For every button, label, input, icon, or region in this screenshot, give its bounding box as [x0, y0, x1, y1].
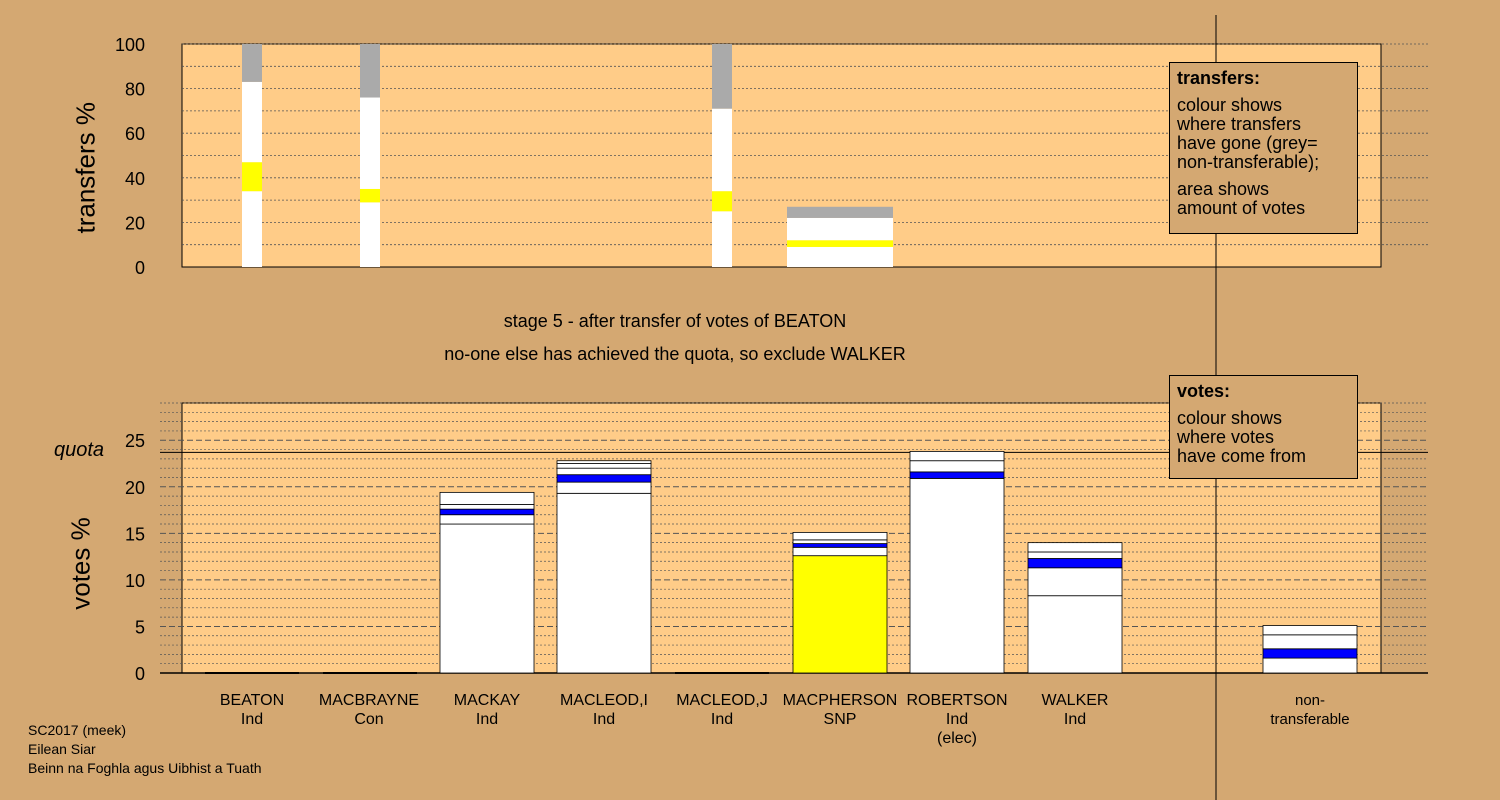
candidate-label-mackay: MACKAY Ind	[453, 692, 521, 728]
votes-tick-label: 20	[125, 478, 145, 498]
candidate-label-macleod-j: MACLEOD,J Ind	[676, 692, 768, 728]
vote-segment-mackay	[439, 491, 535, 505]
vote-segment-macpherson	[792, 539, 888, 544]
vote-segment-mackay	[439, 523, 535, 674]
vote-segment-macpherson	[792, 555, 888, 674]
footer-method: SC2017 (meek)	[28, 722, 127, 738]
votes-axis-label: votes %	[65, 517, 96, 610]
vote-segment-macpherson	[792, 546, 888, 557]
vote-segment-robertson	[909, 478, 1005, 674]
vote-segment-robertson	[909, 471, 1005, 479]
votes-tick-label: 15	[125, 524, 145, 544]
transfers-axis-label: transfers %	[70, 102, 101, 234]
vote-segment-macleod-i	[556, 460, 652, 464]
vote-segment-walker	[1027, 542, 1123, 553]
candidate-label-non-transferable: non-transferable	[1270, 692, 1350, 728]
candidate-label-walker: WALKER Ind	[1041, 692, 1109, 728]
vote-segment-non-transferable	[1262, 657, 1358, 674]
transfer-segment-macbrayne	[360, 97, 380, 189]
transfer-segment-macbrayne	[360, 188, 380, 203]
candidate-label-macpherson: MACPHERSON SNP	[782, 692, 898, 728]
legend-transfers: transfers: colour shows where transfers …	[1169, 62, 1358, 234]
legend-transfers-text2: area shows amount of votes	[1177, 179, 1306, 218]
votes-tick-label: 5	[135, 617, 145, 637]
transfer-segment-macbrayne	[360, 44, 380, 98]
footer-ward: Beinn na Foghla agus Uibhist a Tuath	[28, 760, 262, 776]
vote-segment-walker	[1027, 567, 1123, 597]
transfers-tick-label: 20	[125, 213, 145, 233]
vote-segment-non-transferable	[1262, 625, 1358, 636]
transfer-segment-macleod-j	[712, 44, 732, 109]
transfer-segment-beaton	[242, 81, 262, 163]
vote-segment-macpherson	[792, 543, 888, 548]
legend-votes-text: colour shows where votes have come from	[1177, 408, 1307, 466]
vote-segment-mackay	[439, 504, 535, 510]
vote-segment-macleod-i	[556, 474, 652, 483]
transfer-segment-beaton	[242, 44, 262, 82]
vote-segment-walker	[1027, 595, 1123, 674]
vote-segment-macleod-i	[556, 481, 652, 494]
legend-transfers-title: transfers:	[1177, 68, 1261, 88]
stage-subtitle: no-one else has achieved the quota, so e…	[444, 344, 906, 364]
vote-segment-robertson	[909, 460, 1005, 473]
vote-segment-robertson	[909, 451, 1005, 462]
candidate-label-robertson: ROBERTSON Ind (elec)	[906, 692, 1008, 747]
transfer-segment-macleod-j	[712, 108, 732, 192]
transfers-tick-label: 100	[115, 35, 145, 55]
votes-tick-label: 10	[125, 571, 145, 591]
candidate-label-beaton: BEATON Ind	[219, 692, 285, 728]
transfer-segment-macpherson	[787, 217, 893, 241]
vote-segment-walker	[1027, 551, 1123, 559]
vote-segment-macleod-i	[556, 492, 652, 674]
transfers-tick-label: 0	[135, 258, 145, 278]
transfer-segment-macpherson	[787, 206, 893, 218]
transfers-tick-label: 40	[125, 169, 145, 189]
legend-votes-title: votes:	[1177, 381, 1231, 401]
legend-votes: votes: colour shows where votes have com…	[1169, 375, 1358, 479]
transfer-segment-macpherson	[787, 246, 893, 267]
vote-segment-mackay	[439, 514, 535, 525]
transfer-segment-beaton	[242, 191, 262, 267]
transfers-tick-label: 60	[125, 124, 145, 144]
vote-segment-macleod-i	[556, 467, 652, 476]
votes-tick-label: 25	[125, 431, 145, 451]
vote-segment-mackay	[439, 508, 535, 516]
candidate-label-macbrayne: MACBRAYNE Con	[318, 692, 420, 728]
vote-segment-non-transferable	[1262, 634, 1358, 650]
quota-label: quota	[54, 439, 105, 461]
transfer-segment-beaton	[242, 162, 262, 192]
stage-title: stage 5 - after transfer of votes of BEA…	[503, 311, 847, 331]
transfer-segment-macpherson	[787, 240, 893, 247]
transfer-segment-macleod-j	[712, 191, 732, 212]
legend-transfers-text1: colour shows where transfers have gone (…	[1177, 95, 1320, 172]
votes-tick-label: 0	[135, 664, 145, 684]
candidate-label-macleod-i: MACLEOD,I Ind	[559, 692, 648, 728]
vote-segment-macleod-i	[556, 463, 652, 469]
vote-segment-macpherson	[792, 532, 888, 541]
transfer-segment-macleod-j	[712, 211, 732, 267]
vote-segment-walker	[1027, 558, 1123, 569]
footer-council: Eilean Siar	[28, 741, 96, 757]
transfer-segment-macbrayne	[360, 202, 380, 267]
transfers-tick-label: 80	[125, 80, 145, 100]
vote-segment-non-transferable	[1262, 648, 1358, 659]
